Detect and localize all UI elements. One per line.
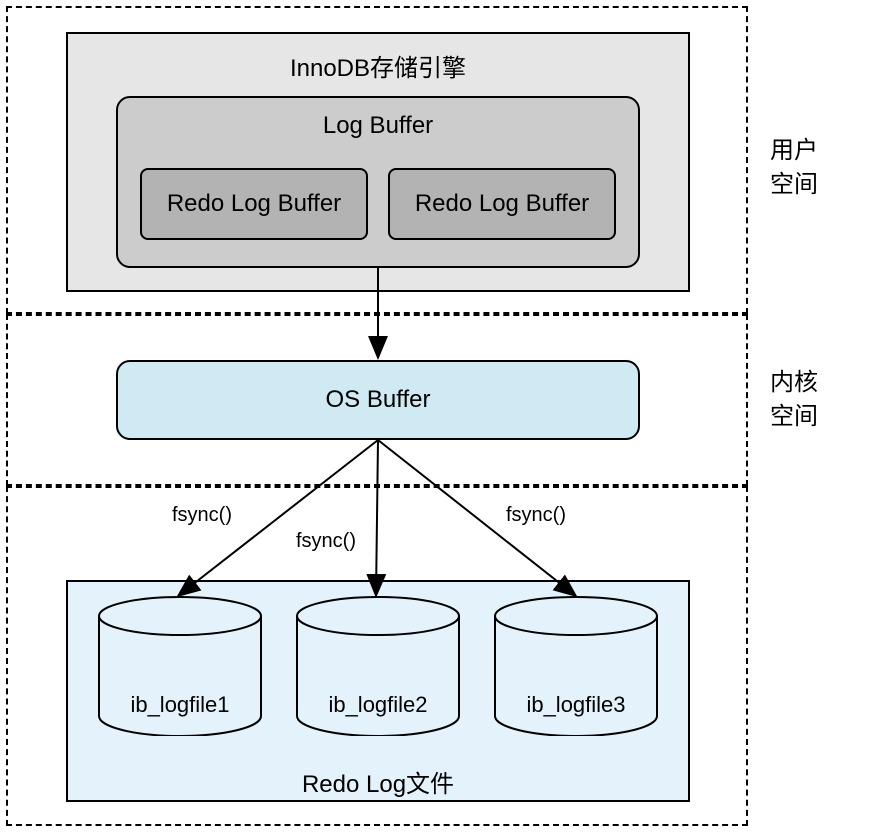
arrow-1-label: fsync() — [172, 504, 232, 527]
arrow-2 — [376, 440, 378, 596]
arrows-layer — [0, 0, 881, 835]
arrow-2-label: fsync() — [296, 530, 356, 553]
arrow-3-label: fsync() — [506, 504, 566, 527]
